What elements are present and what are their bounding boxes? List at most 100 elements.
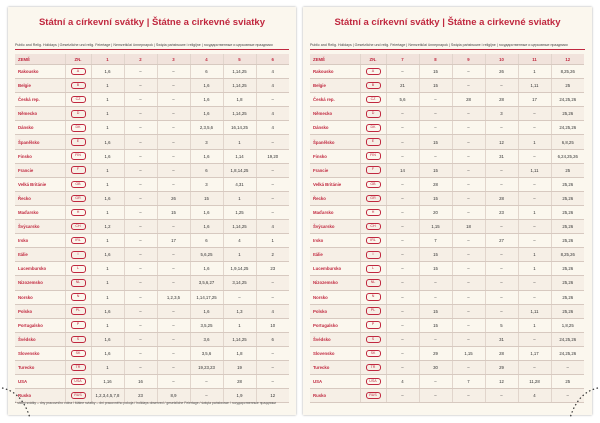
holiday-cell: – [222, 290, 256, 305]
holiday-cell: – [123, 163, 157, 178]
table-row: Norsko N 1–1,2,3,5 1,14,17,25– – [15, 290, 289, 305]
code-cell: USA [64, 374, 91, 390]
table-row: Lucembursko L –15– –1 25,26 [310, 261, 584, 277]
holiday-cell: – [385, 304, 419, 319]
holiday-cell: 25 [550, 78, 584, 94]
holiday-cell: – [255, 163, 289, 178]
table-row: Německo D – – –3–25,26 [310, 106, 584, 122]
country-code: P [70, 321, 86, 329]
country-name: Německo [310, 106, 360, 122]
code-cell: PL [359, 304, 386, 319]
country-code: GR [365, 194, 381, 203]
holiday-cell: 1,6 [90, 134, 124, 150]
country-name: Velká Británie [310, 177, 360, 192]
header-cell: 2 [123, 54, 157, 65]
holiday-cell: 1,14,25 [222, 64, 256, 80]
holiday-cell: – [451, 360, 485, 376]
holiday-cell: 31 [484, 149, 518, 164]
country-name: Švýcarsko [15, 219, 65, 235]
holiday-cell: 3 [189, 177, 223, 192]
holiday-cell: 4 [385, 374, 419, 390]
table-row: Belgie B 21 15– –1,11 25 [310, 78, 584, 94]
country-code: SK [365, 349, 381, 358]
table-row: Slovensko SK –29 1,15 28 1,17 24,25,26 [310, 346, 584, 361]
holiday-cell: 18 [451, 219, 485, 235]
holiday-cell: 3,5,6,27 [189, 275, 223, 291]
country-name: Španělsko [15, 134, 65, 150]
holiday-cell: – [418, 290, 452, 305]
holiday-cell: 1,6 [189, 304, 223, 319]
holiday-cell: – [255, 360, 289, 376]
code-cell: TR [359, 360, 386, 376]
holiday-cell: 20 [418, 205, 452, 221]
country-name: Slovensko [15, 346, 65, 361]
country-name: Turecko [15, 360, 65, 376]
holiday-cell: 28 [418, 177, 452, 192]
code-cell: GB [64, 177, 91, 192]
holiday-cell: – [451, 191, 485, 206]
holiday-cell: 1 [90, 233, 124, 249]
holiday-cell: – [123, 275, 157, 291]
code-cell: H [359, 205, 386, 221]
country-code: B [365, 81, 381, 90]
table-row: Rakousko A –15–26 1 8,25,26 [310, 64, 584, 80]
table-row: Slovensko SK 1,6– –3,5,6 1,8– [15, 346, 289, 361]
holiday-cell: 1,14,25 [222, 219, 256, 235]
holiday-cell: – [156, 92, 190, 108]
holiday-cell: 8,9 [156, 388, 190, 404]
holiday-cell: 1,15 [418, 219, 452, 235]
holiday-cell: 1,6 [189, 205, 223, 221]
holiday-cell: 1,6 [90, 149, 124, 164]
country-name: Řecko [15, 191, 65, 206]
country-name: Norsko [15, 290, 65, 305]
header-cell: 9 [451, 54, 485, 65]
holiday-cell: 1 [90, 92, 124, 108]
holiday-cell: 12 [484, 374, 518, 390]
holiday-cell: – [451, 64, 485, 80]
code-cell: DK [359, 120, 386, 136]
holiday-cell: – [451, 332, 485, 347]
holiday-cell: 15 [418, 247, 452, 263]
holiday-cell: 5 [484, 318, 518, 333]
table-row: Rusko RUS – – – –4– [310, 388, 584, 404]
holiday-cell: – [451, 247, 485, 263]
holiday-cell: 19,23,23 [189, 360, 223, 376]
code-cell: IRL [64, 233, 91, 249]
holiday-cell: – [123, 191, 157, 206]
holiday-cell: 6 [255, 332, 289, 347]
country-code: E [365, 138, 381, 146]
table-row: Finsko FIN 1,6– –1,6 1,14 19,20 [15, 149, 289, 164]
holiday-cell: 28 [451, 92, 485, 108]
holiday-cell: 3,5,6 [189, 346, 223, 361]
holiday-cell: 3,6 [189, 332, 223, 347]
code-cell: L [64, 261, 91, 277]
holiday-cell: 25 [550, 374, 584, 390]
holiday-cell: – [517, 106, 551, 122]
holiday-cell: 15 [418, 318, 452, 333]
country-code: A [365, 67, 381, 76]
country-code: L [70, 265, 86, 273]
holiday-cell: 26 [484, 64, 518, 80]
holiday-cell: – [385, 332, 419, 347]
holiday-cell: – [123, 318, 157, 333]
country-name: Lucembursko [15, 261, 65, 277]
holiday-cell: 4 [517, 388, 551, 404]
holiday-cell: 1,8 [222, 92, 256, 108]
country-code: SK [70, 349, 86, 358]
holiday-cell: 25,26 [550, 304, 584, 319]
holiday-cell: – [385, 177, 419, 192]
holiday-cell: – [517, 219, 551, 235]
code-cell: S [64, 332, 91, 347]
country-code: E [70, 138, 86, 146]
table-row: USA USA 4–7 12 11,28 25 [310, 374, 584, 390]
holiday-cell: 24,25,26 [550, 120, 584, 136]
table-row: Portugalsko P –15–5 1 1,8,25 [310, 318, 584, 333]
holiday-cell: 15 [418, 191, 452, 206]
holiday-cell: 4,31 [222, 177, 256, 192]
holiday-cell: – [451, 149, 485, 164]
holiday-cell: 23 [255, 261, 289, 277]
holiday-cell: 1,14,25 [222, 78, 256, 94]
holiday-cell: 1,25 [222, 205, 256, 221]
table-row: Německo D 1– –1,6 1,14,25 4 [15, 106, 289, 122]
